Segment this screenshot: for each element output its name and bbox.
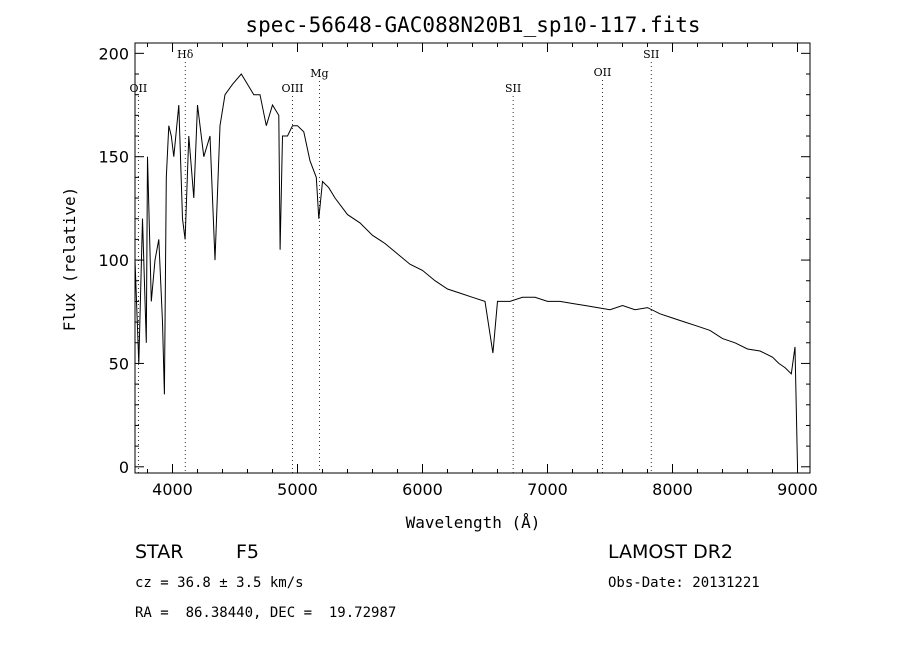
x-tick-label: 6000 <box>402 480 443 499</box>
x-tick-label: 9000 <box>777 480 818 499</box>
y-tick-label: 0 <box>119 458 129 477</box>
spectral-line-label: OII <box>594 66 612 79</box>
y-tick-label: 50 <box>109 354 129 373</box>
obs-date: Obs-Date: 20131221 <box>608 575 760 591</box>
y-axis-label: Flux (relative) <box>60 187 79 332</box>
redshift-info: cz = 36.8 ± 3.5 km/s <box>135 575 304 591</box>
spectral-line-label: OIII <box>281 82 303 95</box>
chart-title: spec-56648-GAC088N20B1_sp10-117.fits <box>245 13 700 37</box>
x-axis-label: Wavelength (Å) <box>406 513 541 532</box>
spectral-line-markers: OII Hδ OIII Mg SII OII SII <box>130 48 659 473</box>
x-tick-label: 5000 <box>277 480 318 499</box>
y-tick-label: 200 <box>98 44 129 63</box>
coordinates: RA = 86.38440, DEC = 19.72987 <box>135 605 397 621</box>
plot-axes: 4000 5000 6000 7000 8000 9000 0 50 100 150 200 <box>98 42 818 499</box>
survey-name: LAMOST DR2 <box>608 541 733 563</box>
x-tick-label: 4000 <box>152 480 193 499</box>
y-tick-label: 150 <box>98 148 129 167</box>
x-tick-label: 7000 <box>527 480 568 499</box>
y-tick-label: 100 <box>98 251 129 270</box>
plot-frame <box>134 42 811 474</box>
spectral-line-label: Hδ <box>177 48 194 61</box>
object-class: STAR <box>135 541 184 563</box>
spectral-line-label: SII <box>643 48 659 61</box>
x-tick-label: 8000 <box>652 480 693 499</box>
object-subclass: F5 <box>236 541 260 563</box>
spectral-line-label: Mg <box>310 67 328 80</box>
spectrum-series-line <box>134 73 798 467</box>
spectral-line-label: SII <box>505 82 521 95</box>
spectral-line-label: OII <box>130 82 148 95</box>
